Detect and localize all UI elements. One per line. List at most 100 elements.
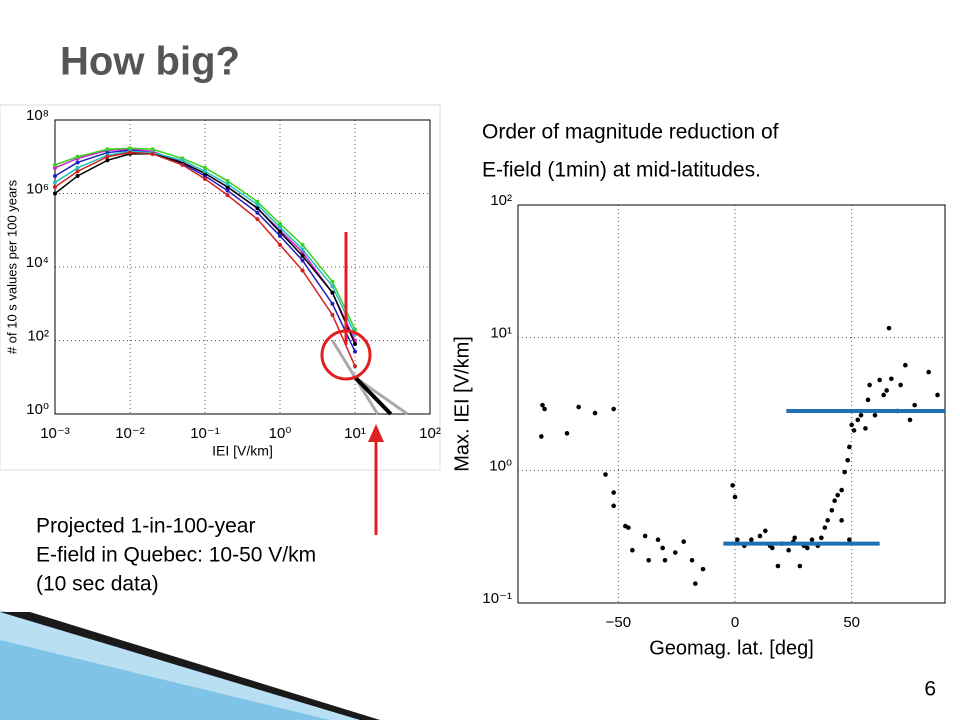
series-marker: [225, 188, 230, 193]
scatter-point: [775, 563, 781, 569]
series-marker: [353, 349, 357, 354]
series-marker: [75, 154, 80, 159]
series-marker: [300, 258, 305, 263]
scatter-point: [926, 369, 931, 375]
plot-frame: [54, 119, 431, 415]
scatter-point: [576, 404, 581, 410]
series-marker: [300, 253, 305, 258]
y-tick-label: 10⁶: [26, 180, 49, 197]
series-marker: [150, 147, 155, 152]
scatter-point: [825, 518, 830, 523]
series-marker: [225, 193, 230, 198]
series-marker: [180, 162, 185, 167]
series-marker: [353, 364, 357, 369]
scatter-point: [865, 397, 871, 403]
series-marker: [255, 210, 260, 215]
scatter-point: [730, 483, 735, 488]
scatter-point: [655, 537, 661, 543]
scatter-point: [903, 362, 908, 368]
series-marker: [278, 233, 282, 238]
series-marker: [330, 279, 335, 284]
scatter-point: [611, 490, 616, 495]
x-axis-label: Geomag. lat. [deg]: [649, 637, 814, 659]
x-tick-label: 10¹: [344, 425, 366, 442]
scatter-point: [829, 507, 835, 513]
scatter-point: [642, 533, 648, 539]
series-marker: [180, 158, 185, 163]
projection-line: [353, 375, 393, 416]
series-marker: [53, 180, 57, 185]
y-tick-label: 10²: [490, 192, 512, 209]
series-marker: [225, 182, 230, 187]
series-marker: [128, 146, 132, 151]
slide-title: How big?: [60, 40, 240, 84]
x-tick-label: 10²: [419, 425, 441, 442]
series-marker: [203, 165, 207, 170]
page-number: 6: [924, 678, 936, 701]
scatter-point: [855, 417, 861, 423]
series-marker: [278, 242, 282, 247]
scatter-point: [835, 492, 840, 498]
series-marker: [255, 206, 260, 211]
scatter-point: [763, 528, 768, 534]
x-axis-label: IEI [V/km]: [212, 443, 273, 459]
scatter-point: [912, 402, 917, 408]
series-marker: [278, 225, 282, 230]
series-marker: [225, 178, 230, 183]
scatter-point: [872, 412, 878, 418]
scatter-point: [805, 545, 810, 551]
x-tick-label: 10⁻³: [40, 425, 70, 442]
callout-arrowhead: [368, 424, 384, 442]
plot-frame: [517, 204, 946, 604]
series-marker: [225, 185, 230, 190]
series-marker: [203, 176, 207, 181]
series-marker: [105, 154, 110, 159]
scatter-point: [822, 525, 828, 530]
scatter-point: [797, 563, 803, 569]
scatter-point: [832, 498, 837, 504]
scatter-point: [757, 533, 763, 539]
scatter-point: [662, 557, 668, 563]
scatter-point: [809, 537, 815, 543]
y-tick-label: 10¹: [490, 325, 512, 342]
chart: −50 0 50 10⁻¹ 10⁰ 10¹ 10² Geomag. lat. [deg] Max…: [451, 192, 946, 659]
scatter-point: [889, 376, 894, 382]
scatter-point: [886, 325, 892, 331]
y-tick-label: 10⁻¹: [482, 590, 512, 607]
scatter-point: [849, 422, 854, 428]
scatter-point: [611, 406, 616, 412]
series-marker: [300, 242, 305, 247]
scatter-point: [867, 382, 872, 388]
y-tick-label: 10²: [27, 327, 49, 344]
series-marker: [150, 151, 155, 156]
series-marker: [330, 312, 335, 317]
y-tick-label: 10⁰: [26, 401, 49, 418]
scatter-point: [858, 412, 864, 418]
y-axis-label: Max. IEI [V/km]: [451, 336, 473, 472]
scatter-point: [603, 472, 608, 477]
plot-area: [518, 205, 945, 603]
x-tick-label: 0: [731, 614, 739, 631]
series-marker: [53, 165, 57, 170]
series-marker: [75, 169, 80, 174]
y-tick-label: 10⁴: [26, 254, 49, 271]
scatter-point: [863, 426, 868, 431]
series-marker: [75, 165, 80, 170]
x-tick-label: 50: [843, 614, 860, 631]
scatter-point: [626, 525, 631, 530]
series-marker: [255, 202, 260, 207]
series-marker: [128, 150, 132, 155]
series-marker: [203, 169, 207, 174]
series-marker: [255, 199, 260, 204]
scatter-point: [792, 535, 798, 541]
scatter-point: [839, 518, 844, 523]
scatter-point: [611, 503, 616, 509]
series-marker: [53, 162, 57, 167]
scatter-point: [839, 487, 844, 493]
note-line: E-field in Quebec: 10-50 V/km: [36, 544, 316, 567]
series-marker: [53, 173, 57, 178]
note-line: (10 sec data): [36, 573, 159, 596]
scatter-point: [819, 535, 824, 541]
chart: 10⁻³ 10⁻² 10⁻¹ 10⁰ 10¹ 10² 10⁰ 10² 10⁴ 10⁶ 10⁸ IEI …: [4, 107, 440, 459]
